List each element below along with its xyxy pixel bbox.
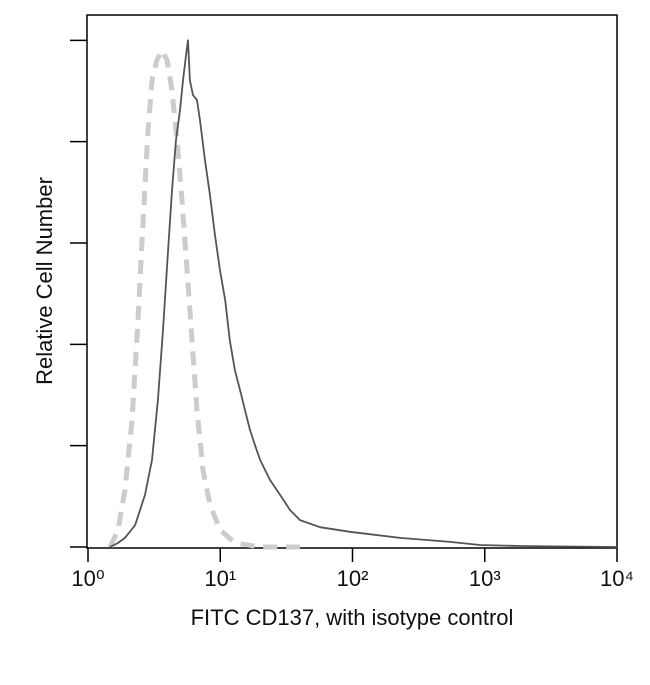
histogram-line <box>109 39 618 548</box>
x-tick-label: 10³ <box>469 566 501 591</box>
x-axis-title: FITC CD137, with isotype control <box>191 605 514 630</box>
histogram-line <box>107 48 300 550</box>
x-tick-label: 10⁴ <box>600 566 634 591</box>
x-tick-label: 10¹ <box>204 566 236 591</box>
x-tick-label: 10⁰ <box>71 566 104 591</box>
y-axis-title: Relative Cell Number <box>32 177 57 385</box>
x-tick-label: 10² <box>337 566 369 591</box>
